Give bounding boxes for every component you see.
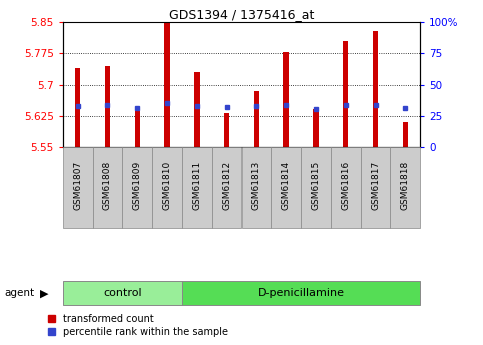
Bar	[182, 147, 212, 228]
Bar	[105, 66, 110, 147]
Text: agent: agent	[5, 288, 35, 298]
Bar	[93, 147, 122, 228]
Bar	[284, 52, 289, 147]
Bar	[254, 91, 259, 147]
Text: GSM61812: GSM61812	[222, 161, 231, 210]
Bar	[164, 22, 170, 147]
Bar	[313, 109, 319, 147]
Text: GSM61815: GSM61815	[312, 161, 320, 210]
Text: GSM61811: GSM61811	[192, 161, 201, 210]
Bar	[373, 31, 378, 147]
Bar	[122, 147, 152, 228]
Text: control: control	[103, 288, 142, 298]
Text: GSM61809: GSM61809	[133, 161, 142, 210]
Bar	[224, 113, 229, 147]
Bar	[182, 281, 420, 305]
Text: GSM61813: GSM61813	[252, 161, 261, 210]
Bar	[301, 147, 331, 228]
Text: GSM61817: GSM61817	[371, 161, 380, 210]
Bar	[212, 147, 242, 228]
Legend: transformed count, percentile rank within the sample: transformed count, percentile rank withi…	[48, 314, 228, 337]
Text: GSM61807: GSM61807	[73, 161, 82, 210]
Text: D-penicillamine: D-penicillamine	[257, 288, 344, 298]
Bar	[331, 147, 361, 228]
Bar	[194, 72, 199, 147]
Text: GSM61814: GSM61814	[282, 161, 291, 210]
Bar	[361, 147, 390, 228]
Bar	[152, 147, 182, 228]
Text: GSM61810: GSM61810	[163, 161, 171, 210]
Text: GSM61808: GSM61808	[103, 161, 112, 210]
Text: GSM61816: GSM61816	[341, 161, 350, 210]
Bar	[271, 147, 301, 228]
Bar	[135, 111, 140, 147]
Bar	[343, 41, 348, 147]
Bar	[403, 122, 408, 147]
Bar	[242, 147, 271, 228]
Text: GSM61818: GSM61818	[401, 161, 410, 210]
Bar	[390, 147, 420, 228]
Text: ▶: ▶	[40, 288, 48, 298]
Bar	[75, 68, 80, 147]
Title: GDS1394 / 1375416_at: GDS1394 / 1375416_at	[169, 8, 314, 21]
Bar	[63, 147, 93, 228]
Bar	[63, 281, 182, 305]
